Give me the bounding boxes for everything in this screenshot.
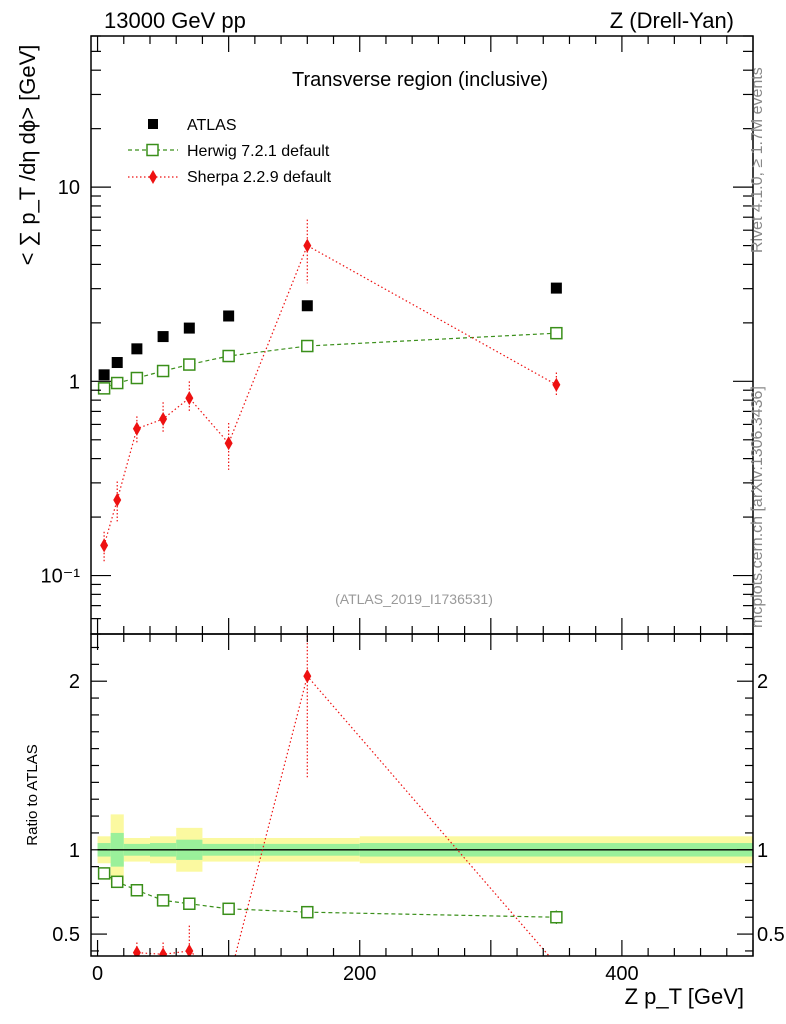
y-tick-label: 1: [69, 371, 80, 393]
ratio-marks-layer: [97, 634, 563, 1003]
atlas-point: [183, 322, 195, 334]
atlas-point: [111, 357, 123, 369]
axes-layer: 0 200 400 1 10 10⁻¹ 0.5 0.5 1 1 2 2: [41, 35, 785, 985]
herwig-ratio-point: [156, 894, 170, 907]
x-tick-label: 400: [605, 963, 638, 985]
herwig-line: [103, 332, 557, 389]
herwig-ratio-point: [222, 902, 235, 916]
y-axis-title: < ∑ p_T /dη dϕ> [GeV]: [15, 45, 40, 266]
sherpa-ratio-point: [113, 978, 121, 992]
sherpa-ratio-point: [159, 947, 168, 956]
herwig-point: [222, 349, 235, 363]
legend-herwig-label: Herwig 7.2.1 default: [187, 143, 330, 160]
herwig-point: [110, 376, 124, 390]
herwig-ratio-point: [183, 897, 196, 910]
main-marks-layer: [97, 219, 563, 562]
herwig-point: [183, 358, 196, 371]
sherpa-point: [100, 538, 109, 553]
sherpa-point: [113, 492, 122, 507]
ratio-band-layer: [97, 814, 753, 886]
herwig-ratio-point: [97, 867, 111, 880]
herwig-point: [301, 339, 314, 353]
legend-atlas-marker: [148, 119, 158, 129]
svg-text:< ∑ p_T /dη dϕ> [GeV]: < ∑ p_T /dη dϕ> [GeV]: [15, 45, 40, 266]
y-axis-title-text: < ∑ p_T /dη dϕ> [GeV]: [15, 45, 40, 266]
sherpa-point: [224, 436, 233, 451]
herwig-point: [97, 382, 111, 395]
legend-sherpa-marker: [149, 170, 157, 184]
herwig-ratio-point: [550, 910, 563, 924]
sherpa-ratio-line: [134, 674, 550, 956]
sherpa-ratio-point: [132, 945, 141, 956]
atlas-point: [223, 310, 235, 322]
ratio-tick-label-right: 2: [757, 671, 768, 693]
sherpa-line: [103, 244, 557, 546]
herwig-point: [550, 326, 563, 340]
herwig-ratio-line: [103, 872, 557, 918]
rivet-version: Rivet 4.1.0, ≥ 1.7M events: [749, 67, 766, 253]
x-tick-label: 0: [92, 963, 103, 985]
herwig-point: [130, 371, 144, 385]
y-tick-label: 10⁻¹: [41, 566, 81, 588]
sherpa-ratio-point: [100, 989, 108, 1003]
ratio-tick-label-left: 1: [69, 840, 80, 862]
chart-title: Transverse region (inclusive): [292, 69, 548, 91]
herwig-ratio-point: [130, 884, 144, 897]
ratio-frame: [90, 633, 754, 957]
ratio-tick-label-right: 0.5: [757, 924, 785, 946]
sherpa-ratio-point: [303, 669, 312, 684]
sherpa-ratio-point: [185, 943, 194, 956]
sherpa-point: [159, 411, 168, 426]
mcplots-credit: mcplots.cern.ch [arXiv:1306.3436]: [749, 386, 766, 628]
atlas-point: [98, 369, 110, 381]
main-lines-layer: [103, 244, 557, 546]
ratio-tick-label-left: 0.5: [52, 924, 80, 946]
sherpa-ratio-point: [552, 957, 560, 971]
herwig-ratio-point: [110, 875, 124, 889]
atlas-point: [301, 300, 313, 312]
atlas-point: [131, 343, 143, 355]
header-energy: 13000 GeV pp: [104, 8, 246, 33]
atlas-point: [157, 331, 169, 343]
legend-herwig-marker: [146, 143, 159, 157]
sherpa-point: [185, 391, 194, 406]
ratio-tick-label-right: 1: [757, 840, 768, 862]
y-tick-label: 10: [58, 177, 80, 199]
header-process: Z (Drell-Yan): [610, 8, 734, 33]
legend-atlas-label: ATLAS: [187, 117, 237, 134]
sherpa-point: [552, 377, 561, 392]
analysis-watermark: (ATLAS_2019_I1736531): [335, 591, 493, 607]
sherpa-point: [132, 421, 141, 436]
sherpa-ratio-point: [225, 974, 233, 988]
sherpa-point: [303, 238, 312, 253]
herwig-ratio-point: [301, 905, 314, 919]
ratio-lines-layer: [103, 674, 557, 956]
ratio-y-title: Ratio to ATLAS: [24, 744, 41, 845]
legend: ATLAS Herwig 7.2.1 default Sherpa 2.2.9 …: [128, 117, 332, 186]
x-tick-label: 200: [343, 963, 376, 985]
herwig-point: [156, 364, 170, 378]
ratio-tick-label-left: 2: [69, 671, 80, 693]
legend-sherpa-label: Sherpa 2.2.9 default: [187, 169, 332, 186]
x-axis-title: Z p_T [GeV]: [625, 984, 744, 1009]
atlas-point: [550, 282, 562, 294]
